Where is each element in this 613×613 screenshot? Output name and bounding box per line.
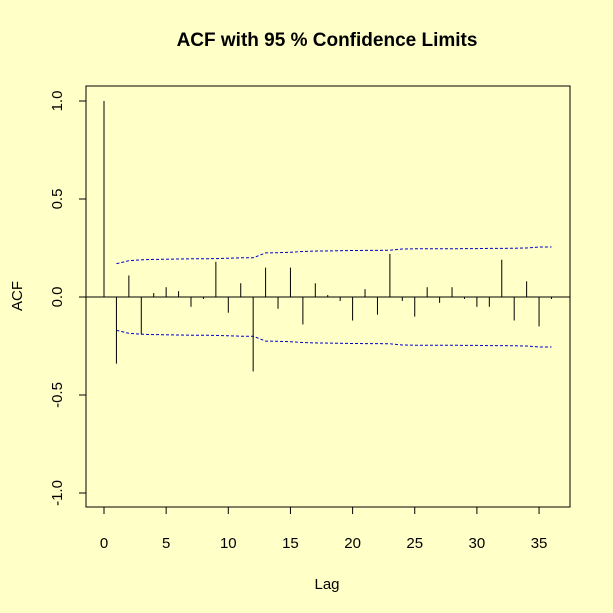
x-tick-label: 30 (469, 535, 486, 552)
chart-title: ACF with 95 % Confidence Limits (177, 30, 478, 51)
x-tick-label: 35 (531, 535, 548, 552)
y-tick-label: 0.5 (49, 189, 66, 210)
lower-confidence-limit (116, 329, 552, 348)
y-tick-label: -0.5 (49, 382, 66, 408)
x-tick-label: 5 (162, 535, 170, 552)
x-tick-label: 0 (100, 535, 108, 552)
x-axis-label: Lag (314, 576, 339, 593)
y-tick-label: -1.0 (49, 480, 66, 506)
upper-confidence-limit (116, 246, 552, 265)
acf-bars (103, 101, 552, 372)
x-tick-label: 15 (282, 535, 299, 552)
y-tick-label: 1.0 (49, 91, 66, 112)
x-tick-label: 25 (406, 535, 423, 552)
x-tick-label: 20 (344, 535, 361, 552)
y-tick-label: 0.0 (49, 287, 66, 308)
axis-ticks: 0 5 10 15 20 25 30 35 -1.0 -0.5 0.0 0.5 1.0 (49, 91, 547, 552)
y-axis-label: ACF (9, 281, 26, 311)
x-tick-label: 10 (220, 535, 237, 552)
confidence-bands (116, 246, 552, 348)
